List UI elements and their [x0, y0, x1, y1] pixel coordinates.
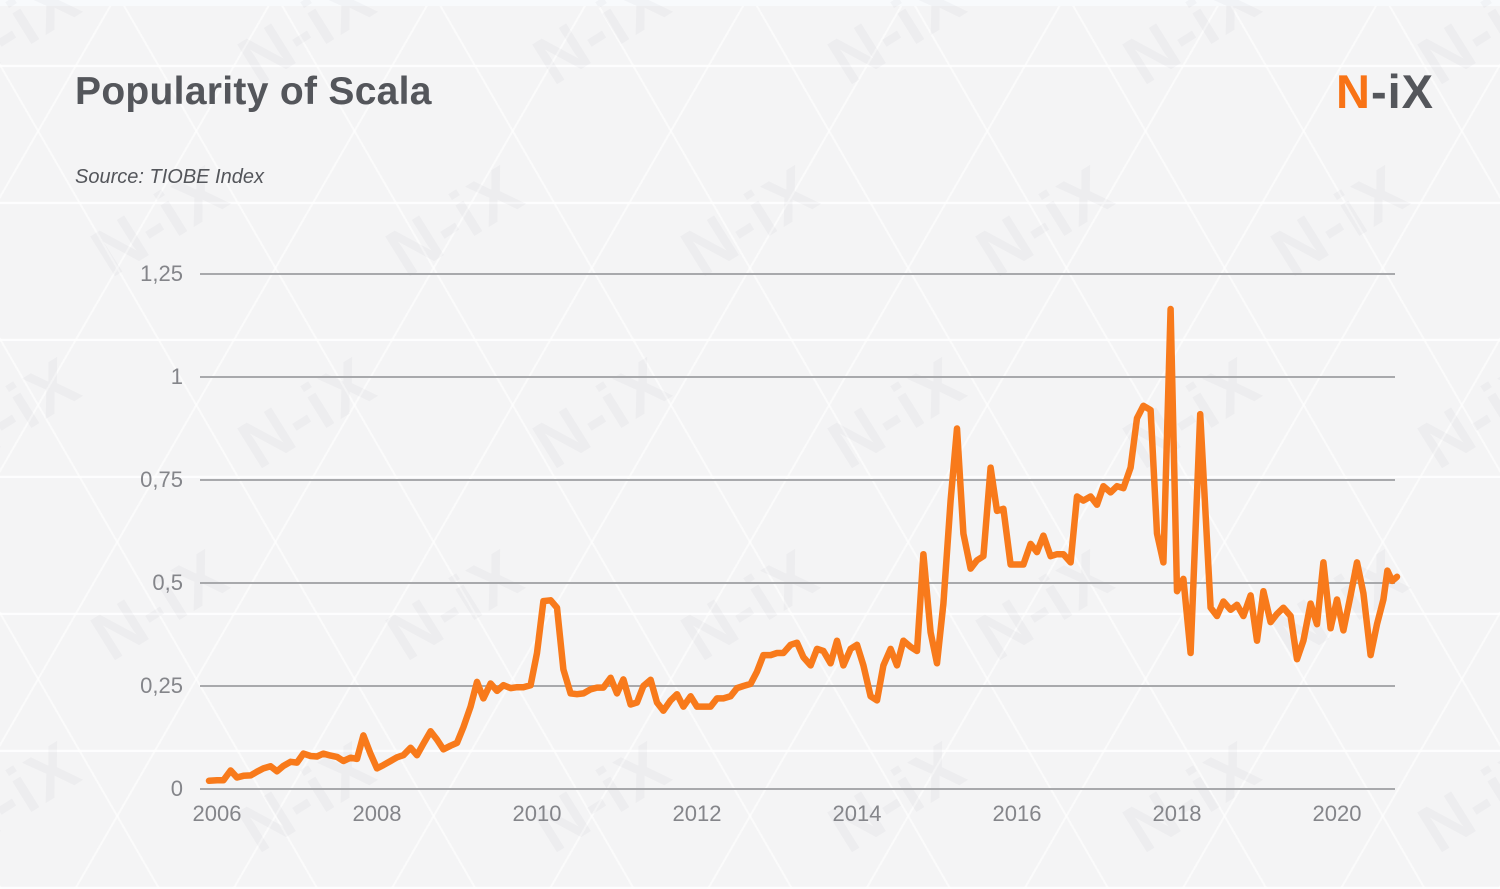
x-tick-label: 2016	[992, 801, 1042, 826]
scala-popularity-line	[205, 305, 1401, 785]
page-title: Popularity of Scala	[75, 70, 432, 113]
x-tick-label: 2014	[832, 801, 882, 826]
x-tick-label: 2020	[1312, 801, 1362, 826]
y-tick-label: 0	[170, 776, 183, 801]
top-strip	[0, 0, 1500, 6]
nix-logo-n: N	[1335, 65, 1371, 118]
nix-logo: N-iX	[1336, 68, 1434, 115]
y-tick-label: 0,75	[140, 467, 183, 492]
y-tick-label: 1,25	[140, 261, 183, 286]
x-tick-label: 2008	[352, 801, 402, 826]
x-tick-label: 2018	[1152, 801, 1202, 826]
x-tick-label: 2012	[672, 801, 722, 826]
y-tick-label: 0,25	[140, 673, 183, 698]
source-caption: Source: TIOBE Index	[75, 166, 264, 188]
x-tick-label: 2006	[192, 801, 242, 826]
y-tick-label: 0,5	[152, 570, 183, 595]
nix-logo-ix: -iX	[1370, 65, 1434, 118]
x-tick-label: 2010	[512, 801, 562, 826]
y-tick-label: 1	[170, 364, 183, 389]
